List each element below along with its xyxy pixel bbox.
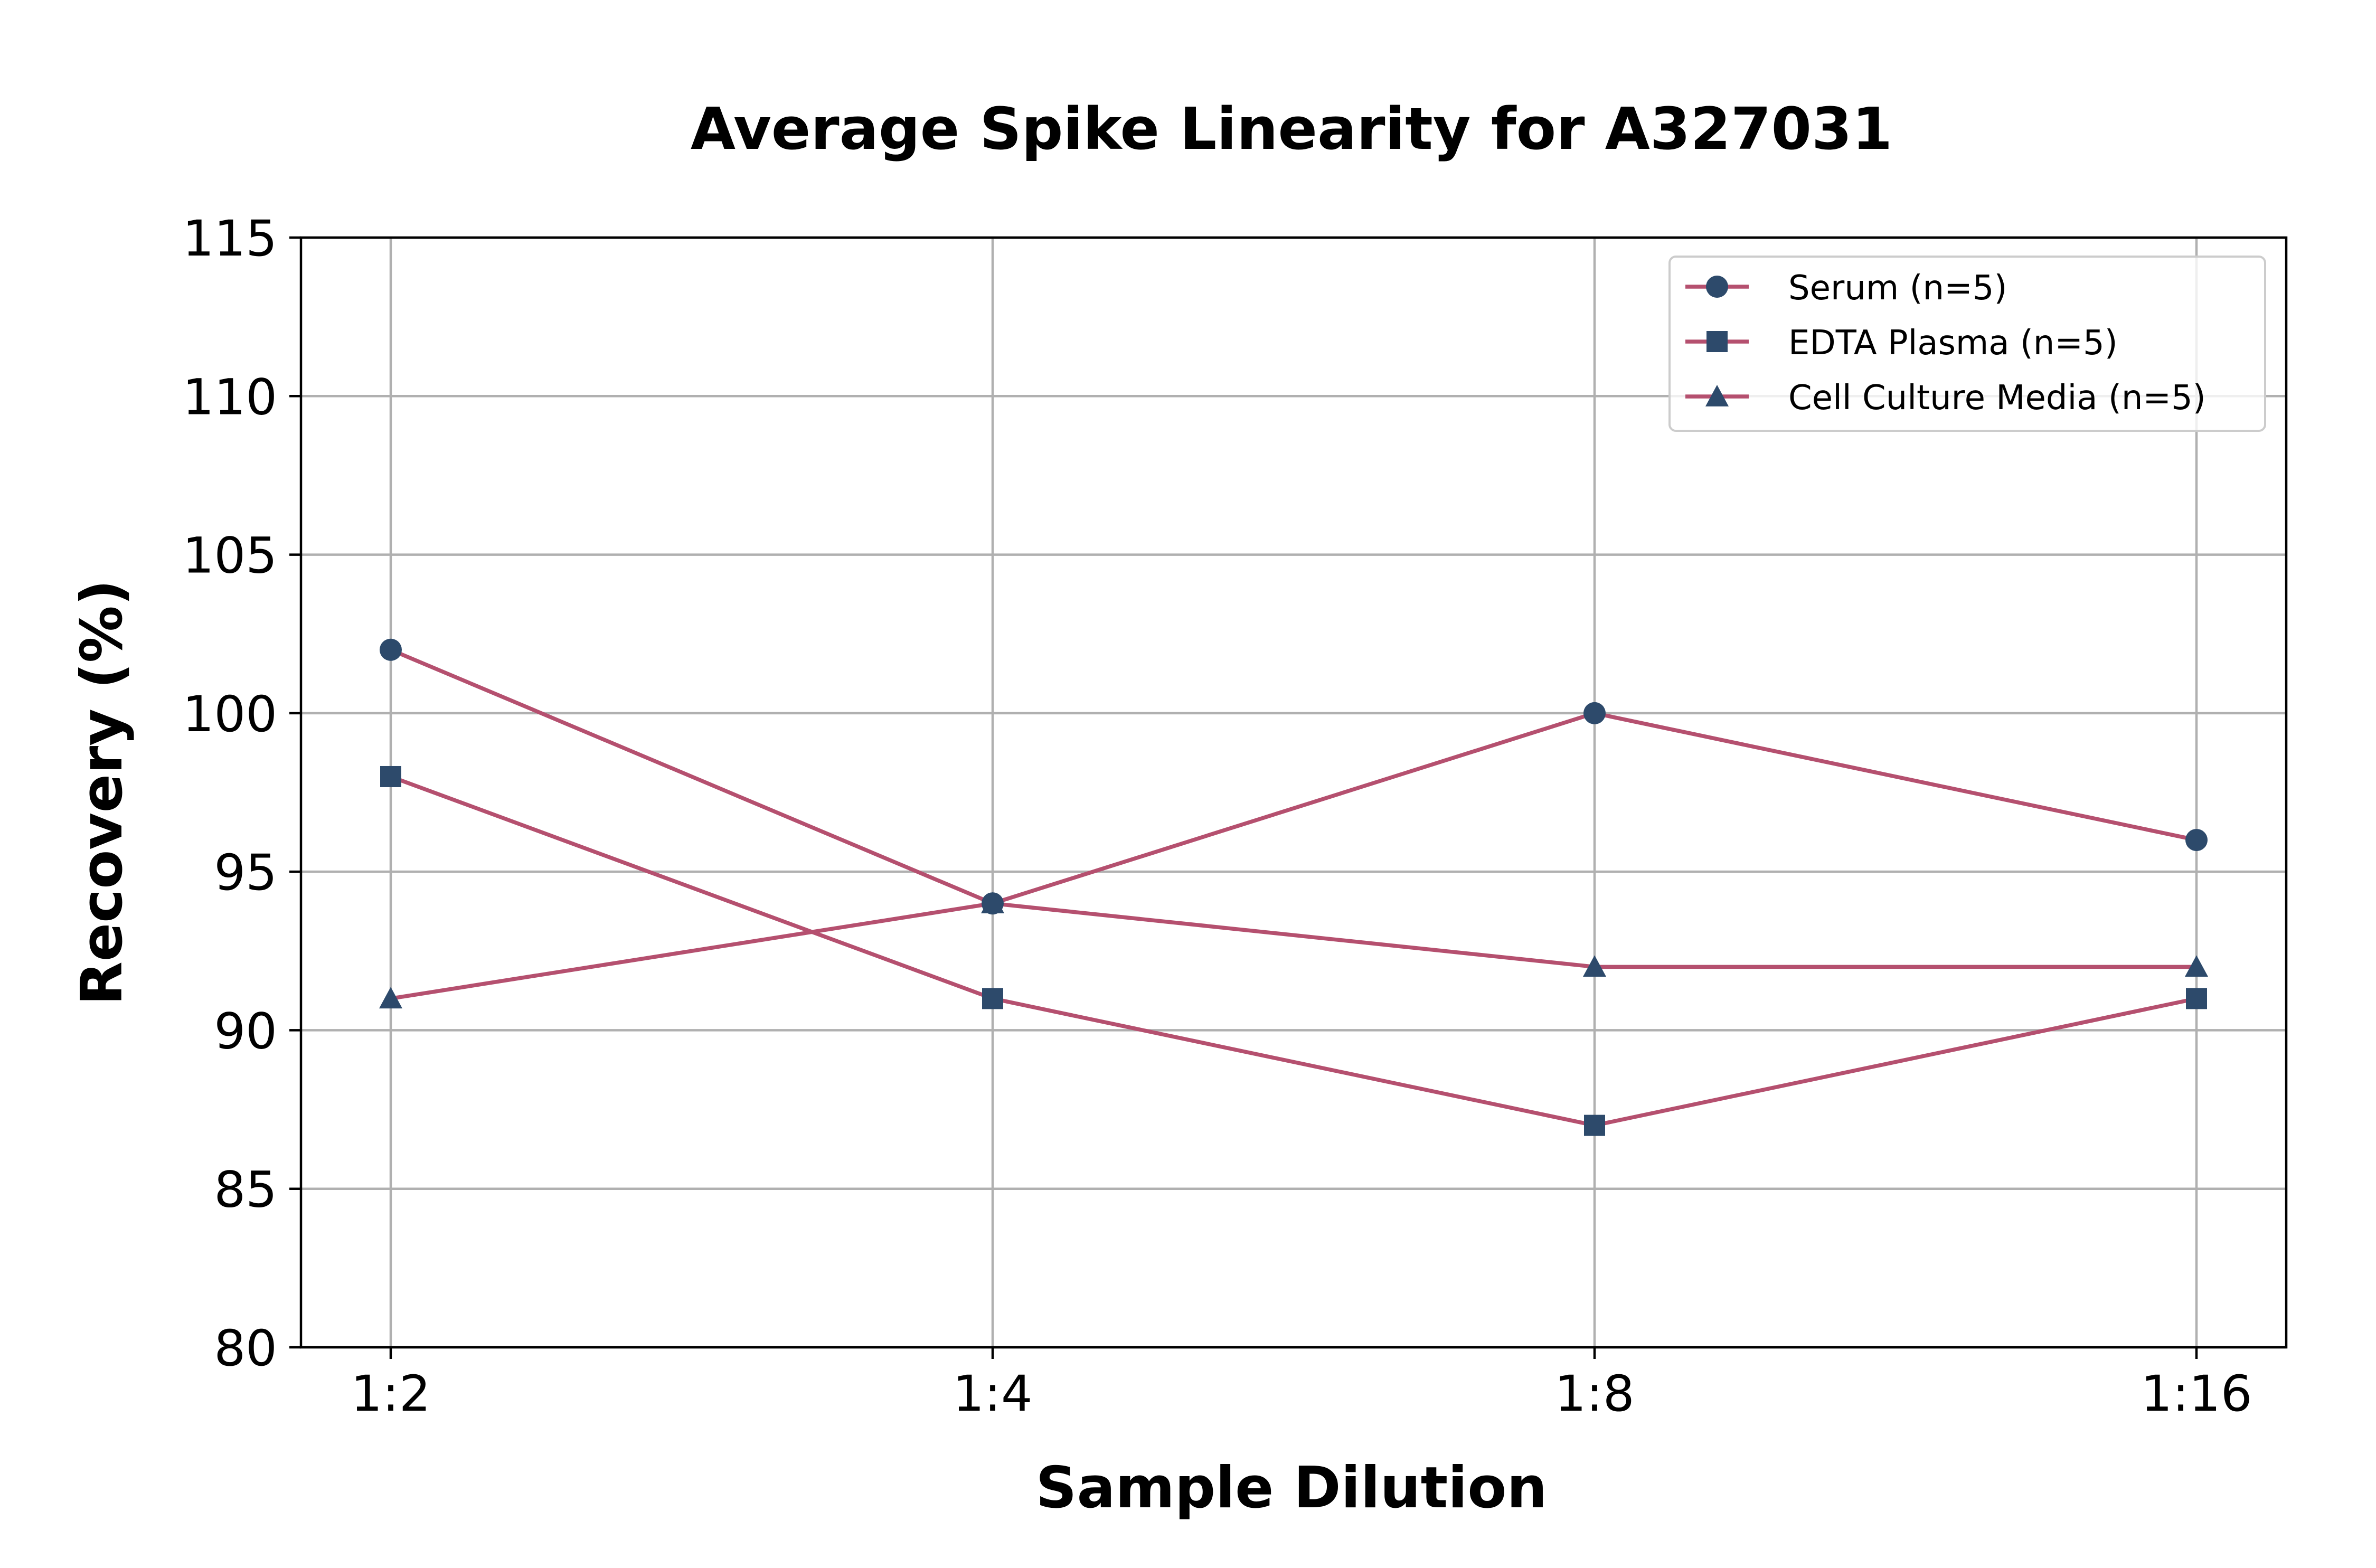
series-line-triangle [389,901,2199,1001]
x-tick-label: 1:4 [953,1365,1032,1423]
y-tick-label: 115 [183,210,277,268]
legend-label: EDTA Plasma (n=5) [1788,324,2118,363]
y-tick-label: 85 [214,1161,277,1219]
x-tick-label: 1:2 [351,1365,430,1423]
x-axis-title: Sample Dilution [1036,1455,1548,1521]
legend-box [1668,256,2266,432]
series-line-square [389,774,2199,1128]
legend: Serum (n=5) EDTA Plasma (n=5) Cell Culture… [1668,256,2266,432]
data-point-triangle [981,892,1004,913]
legend-label: Cell Culture Media (n=5) [1788,379,2206,418]
plot-area-frame [299,236,2288,1349]
data-point-circle [1583,702,1606,724]
data-point-square [2186,988,2207,1009]
y-tick-label: 110 [183,369,277,426]
data-point-square [982,988,1003,1009]
y-tick-label: 80 [214,1320,277,1377]
data-point-square [1584,1114,1605,1136]
y-tick-label: 100 [183,686,277,743]
data-point-square [380,766,401,787]
y-tick-label: 95 [214,844,277,902]
y-axis-title: Recovery (%) [69,580,135,1005]
data-point-circle [2185,829,2208,852]
data-point-triangle [2185,955,2208,977]
legend-label: Serum (n=5) [1788,269,2007,308]
data-point-triangle [379,987,402,1009]
series-lines [389,647,2199,1128]
legend-marker-circle [1706,276,1728,298]
x-tick-label: 1:8 [1554,1365,1634,1423]
legend-marker-triangle [1705,385,1729,407]
series-markers [379,638,2208,1136]
axis-ticks: 80 85 90 95 100 105 110 115 1:2 1:4 1:8 1:16 [183,210,2252,1423]
data-point-triangle [1583,955,1606,977]
legend-marker-square [1706,331,1728,352]
y-tick-label: 90 [214,1003,277,1060]
chart-title: Average Spike Linearity for A327031 [691,95,1892,163]
series-line-circle [389,647,2199,905]
y-tick-label: 105 [183,527,277,585]
data-point-circle [380,638,402,661]
x-tick-label: 1:16 [2141,1365,2252,1423]
